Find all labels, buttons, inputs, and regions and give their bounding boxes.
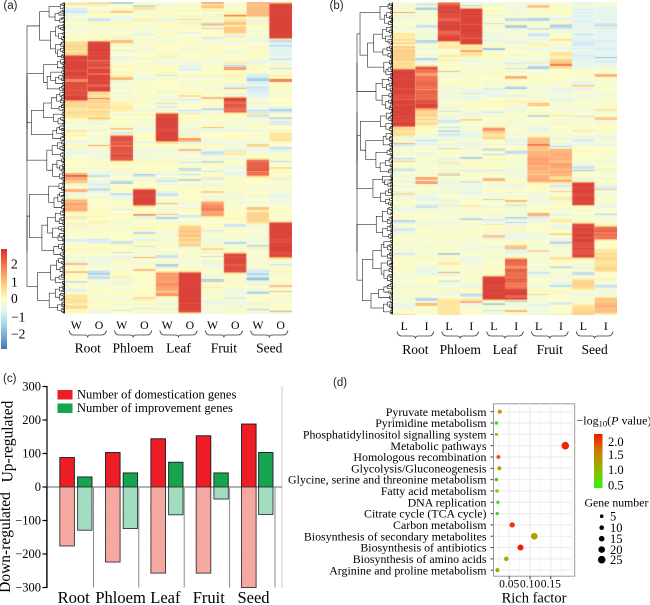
svg-text:Down-regulated: Down-regulated: [0, 492, 14, 593]
svg-text:Fatty acid metabolism: Fatty acid metabolism: [381, 484, 487, 498]
svg-text:W: W: [71, 318, 83, 332]
svg-text:Metabolic pathways: Metabolic pathways: [390, 439, 486, 453]
svg-text:300: 300: [22, 380, 41, 394]
svg-text:O: O: [276, 318, 285, 332]
svg-text:L: L: [535, 319, 542, 333]
svg-text:Leaf: Leaf: [150, 588, 181, 605]
svg-text:Seed: Seed: [256, 341, 282, 356]
svg-text:Rich factor: Rich factor: [502, 591, 567, 605]
svg-text:W: W: [252, 318, 264, 332]
svg-text:100: 100: [22, 447, 41, 461]
svg-text:Root: Root: [75, 341, 102, 356]
svg-text:DNA replication: DNA replication: [408, 495, 487, 509]
svg-text:Root: Root: [58, 588, 91, 605]
svg-text:Carbon metabolism: Carbon metabolism: [393, 518, 487, 532]
svg-text:2.0: 2.0: [608, 435, 624, 449]
svg-text:−2: −2: [11, 327, 25, 342]
svg-text:I: I: [559, 319, 563, 333]
svg-text:I: I: [514, 319, 518, 333]
svg-text:I: I: [469, 319, 473, 333]
svg-text:L: L: [401, 319, 408, 333]
svg-text:Phosphatidylinositol signallin: Phosphatidylinositol signalling system: [303, 427, 487, 441]
svg-text:Biosynthesis of antibiotics: Biosynthesis of antibiotics: [360, 541, 487, 555]
svg-text:W: W: [162, 318, 174, 332]
svg-text:Phloem: Phloem: [112, 341, 154, 356]
svg-text:0.15: 0.15: [541, 579, 561, 591]
svg-text:−300: −300: [15, 581, 41, 595]
svg-text:Glycine, serine and threonine: Glycine, serine and threonine metabolism: [288, 473, 487, 487]
svg-text:Fruit: Fruit: [211, 341, 238, 356]
svg-text:Phloem: Phloem: [440, 342, 482, 357]
svg-text:0: 0: [11, 291, 18, 306]
svg-text:Up-regulated: Up-regulated: [0, 400, 17, 482]
svg-text:L: L: [445, 319, 452, 333]
svg-text:20: 20: [610, 543, 623, 557]
svg-text:1.0: 1.0: [608, 463, 624, 477]
svg-text:Number of improvement genes: Number of improvement genes: [77, 401, 233, 415]
svg-text:W: W: [116, 318, 128, 332]
svg-text:O: O: [95, 318, 104, 332]
svg-text:−200: −200: [15, 547, 41, 561]
svg-text:Pyrimidine metabolism: Pyrimidine metabolism: [375, 416, 487, 430]
svg-text:10: 10: [610, 521, 623, 535]
svg-text:0.5: 0.5: [608, 478, 624, 492]
svg-text:200: 200: [22, 413, 41, 427]
svg-text:2: 2: [11, 257, 18, 272]
svg-text:Arginine and proline metabolis: Arginine and proline metabolism: [329, 563, 487, 577]
svg-text:Glycolysis/Gluconeogenesis: Glycolysis/Gluconeogenesis: [351, 461, 487, 475]
svg-text:O: O: [231, 318, 240, 332]
svg-text:L: L: [580, 319, 587, 333]
svg-text:Homologous recombination: Homologous recombination: [353, 450, 486, 464]
svg-text:Biosynthesis of secondary meta: Biosynthesis of secondary metabolites: [304, 529, 487, 543]
svg-text:Fruit: Fruit: [193, 588, 226, 605]
svg-text:Leaf: Leaf: [166, 341, 191, 356]
svg-text:Gene number: Gene number: [585, 496, 649, 510]
svg-text:Root: Root: [402, 342, 429, 357]
svg-text:Seed: Seed: [237, 588, 270, 605]
svg-text:0.10: 0.10: [520, 579, 540, 591]
svg-text:W: W: [207, 318, 219, 332]
svg-text:Pyruvate metabolism: Pyruvate metabolism: [386, 405, 487, 419]
svg-text:25: 25: [610, 553, 623, 567]
svg-text:−1: −1: [11, 310, 25, 325]
svg-text:L: L: [490, 319, 497, 333]
svg-text:Phloem: Phloem: [95, 588, 146, 605]
svg-text:Seed: Seed: [581, 342, 607, 357]
svg-text:1.5: 1.5: [608, 448, 624, 462]
svg-text:I: I: [604, 319, 608, 333]
svg-text:0: 0: [35, 480, 41, 494]
svg-text:I: I: [425, 319, 429, 333]
svg-text:−log10(P value): −log10(P value): [577, 414, 650, 429]
svg-text:−100: −100: [15, 514, 41, 528]
svg-text:15: 15: [610, 532, 623, 546]
svg-text:O: O: [140, 318, 149, 332]
svg-text:Biosynthesis of amino acids: Biosynthesis of amino acids: [353, 552, 487, 566]
svg-text:Citrate cycle (TCA cycle): Citrate cycle (TCA cycle): [364, 507, 487, 521]
svg-text:Fruit: Fruit: [537, 342, 564, 357]
svg-text:Leaf: Leaf: [493, 342, 518, 357]
svg-text:5: 5: [610, 510, 616, 524]
svg-text:0.05: 0.05: [499, 579, 519, 591]
svg-text:O: O: [186, 318, 195, 332]
svg-text:Number of domestication genes: Number of domestication genes: [77, 388, 236, 402]
svg-text:1: 1: [11, 274, 18, 289]
